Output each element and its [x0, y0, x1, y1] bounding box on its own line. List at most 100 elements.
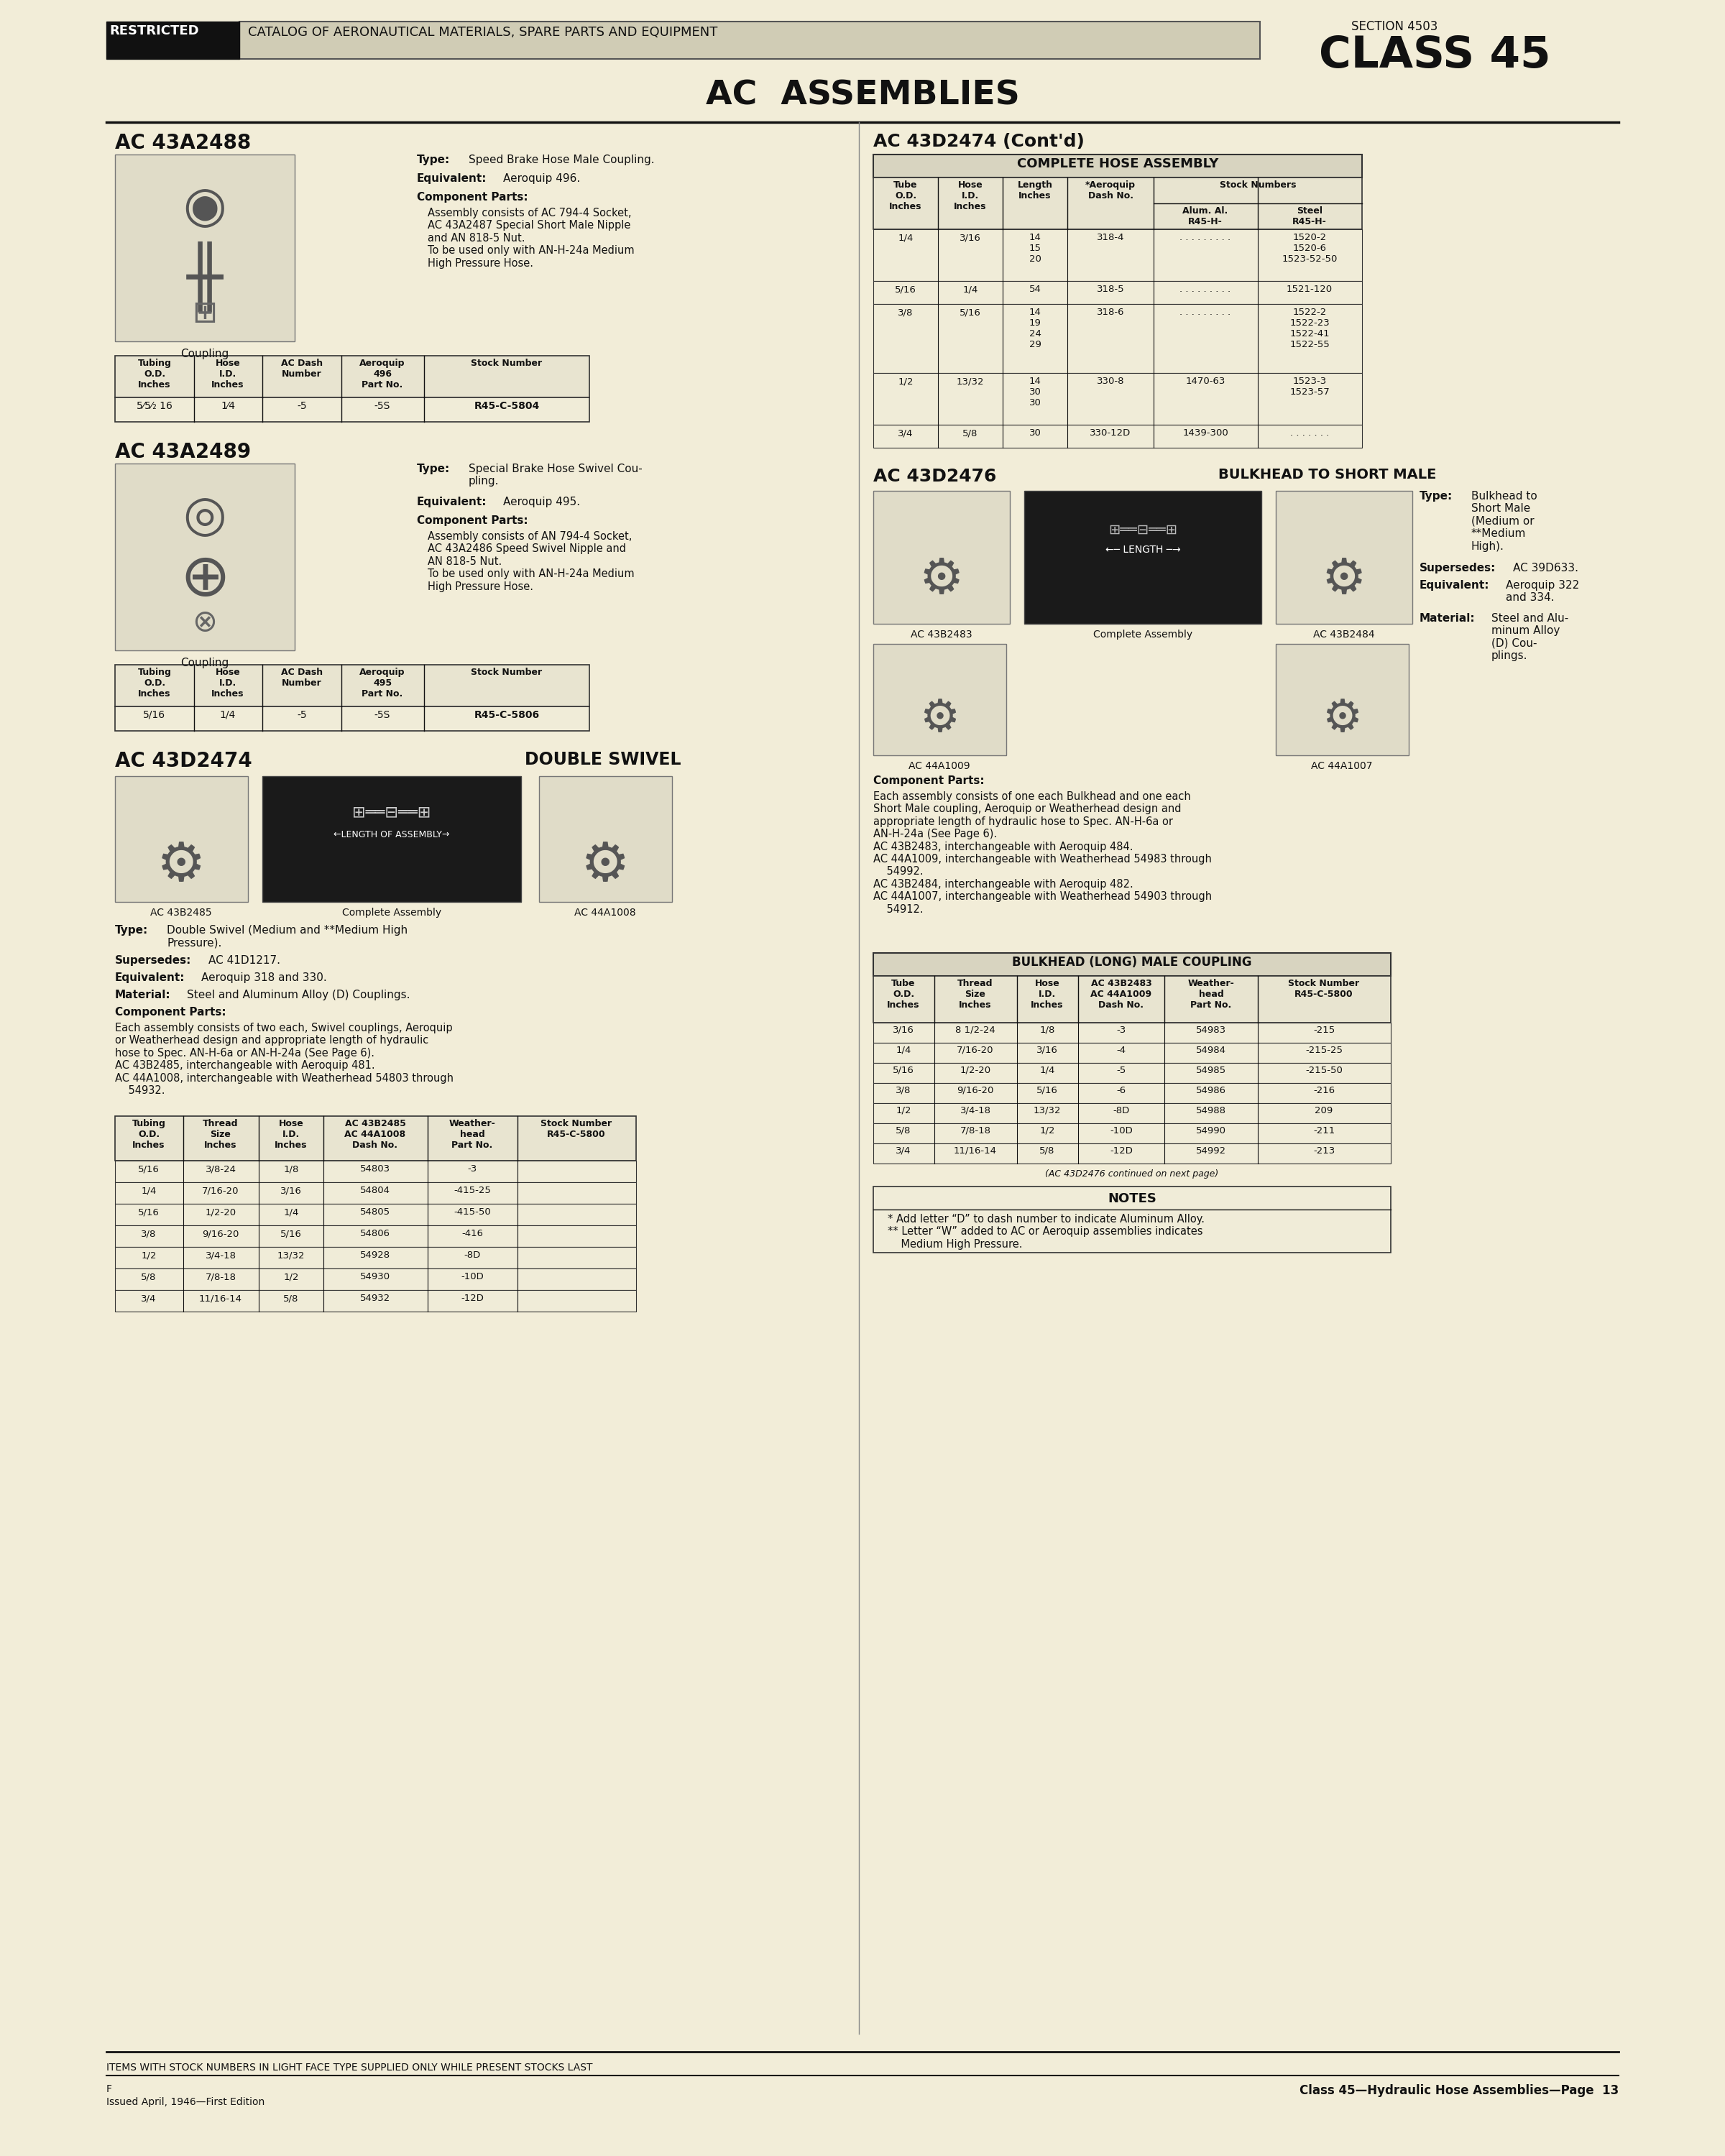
- Text: Each assembly consists of one each Bulkhead and one each
Short Male coupling, Ae: Each assembly consists of one each Bulkh…: [873, 791, 1213, 914]
- Text: 14
30
30: 14 30 30: [1028, 377, 1042, 407]
- Text: 54988: 54988: [1195, 1106, 1226, 1115]
- Bar: [262, 776, 521, 901]
- Bar: [873, 977, 1390, 1022]
- Text: Component Parts:: Component Parts:: [116, 1007, 226, 1018]
- Text: -5S: -5S: [374, 709, 390, 720]
- Text: 5/8: 5/8: [895, 1125, 911, 1136]
- Text: ⚙: ⚙: [1321, 556, 1366, 604]
- Text: 5/16: 5/16: [894, 1065, 914, 1076]
- Text: 54992: 54992: [1195, 1147, 1226, 1156]
- Text: 318-4: 318-4: [1097, 233, 1125, 241]
- Bar: [873, 155, 1363, 177]
- Text: 1470-63: 1470-63: [1185, 377, 1225, 386]
- Bar: [873, 304, 1363, 373]
- Text: ⚙: ⚙: [919, 556, 964, 604]
- Text: 54804: 54804: [361, 1186, 390, 1194]
- Text: ◉: ◉: [183, 183, 226, 231]
- Text: 13/32: 13/32: [278, 1250, 305, 1259]
- Text: Aeroquip 495.: Aeroquip 495.: [504, 496, 580, 507]
- Text: -12D: -12D: [1109, 1147, 1133, 1156]
- Text: Tubing
O.D.
Inches: Tubing O.D. Inches: [138, 358, 171, 390]
- Text: -5: -5: [297, 709, 307, 720]
- Text: Weather-
head
Part No.: Weather- head Part No.: [1189, 979, 1235, 1009]
- Text: Speed Brake Hose Male Coupling.: Speed Brake Hose Male Coupling.: [469, 155, 654, 166]
- Text: AC Dash
Number: AC Dash Number: [281, 668, 323, 688]
- Text: ITEMS WITH STOCK NUMBERS IN LIGHT FACE TYPE SUPPLIED ONLY WHILE PRESENT STOCKS L: ITEMS WITH STOCK NUMBERS IN LIGHT FACE T…: [107, 2063, 593, 2072]
- Text: 7/8-18: 7/8-18: [959, 1125, 990, 1136]
- Text: Tube
O.D.
Inches: Tube O.D. Inches: [887, 979, 919, 1009]
- Text: 3/8: 3/8: [899, 308, 913, 317]
- Text: AC 43A2488: AC 43A2488: [116, 134, 252, 153]
- Text: Component Parts:: Component Parts:: [873, 776, 985, 787]
- Text: 1/4: 1/4: [963, 285, 978, 293]
- Text: CLASS 45: CLASS 45: [1320, 34, 1551, 78]
- Text: 5/16: 5/16: [959, 308, 982, 317]
- Text: Aeroquip 318 and 330.: Aeroquip 318 and 330.: [202, 972, 326, 983]
- Text: 5/8: 5/8: [283, 1294, 298, 1302]
- Text: -5: -5: [1116, 1065, 1126, 1076]
- Text: . . . . . . . . .: . . . . . . . . .: [1180, 285, 1232, 293]
- Text: 1/8: 1/8: [283, 1164, 298, 1173]
- Bar: [873, 953, 1390, 977]
- Text: Component Parts:: Component Parts:: [417, 515, 528, 526]
- Text: ⊞══⊟══⊞: ⊞══⊟══⊞: [352, 804, 431, 819]
- Bar: [873, 492, 1009, 623]
- Text: AC 43B2483
AC 44A1009
Dash No.: AC 43B2483 AC 44A1009 Dash No.: [1090, 979, 1152, 1009]
- Text: 5/16: 5/16: [281, 1229, 302, 1238]
- Text: ⊞══⊟══⊞: ⊞══⊟══⊞: [1107, 524, 1178, 537]
- Text: 3/16: 3/16: [959, 233, 982, 241]
- Bar: [873, 373, 1363, 425]
- Text: 54983: 54983: [1195, 1026, 1226, 1035]
- Text: -215-25: -215-25: [1306, 1046, 1342, 1054]
- Text: 5/8: 5/8: [963, 429, 978, 438]
- Text: 1523-3
1523-57: 1523-3 1523-57: [1290, 377, 1330, 397]
- Bar: [873, 229, 1363, 280]
- Text: -12D: -12D: [461, 1294, 483, 1302]
- Text: ◎: ◎: [183, 492, 226, 541]
- Text: AC  ASSEMBLIES: AC ASSEMBLIES: [706, 80, 1019, 112]
- Text: 1/2: 1/2: [1040, 1125, 1056, 1136]
- Text: Aeroquip 496.: Aeroquip 496.: [504, 172, 580, 183]
- Text: 54805: 54805: [361, 1207, 390, 1216]
- Bar: [116, 1181, 637, 1203]
- Bar: [116, 707, 590, 731]
- Text: Each assembly consists of two each, Swivel couplings, Aeroquip
or Weatherhead de: Each assembly consists of two each, Swiv…: [116, 1022, 454, 1095]
- Text: 3/16: 3/16: [1037, 1046, 1057, 1054]
- Text: Class 45—Hydraulic Hose Assemblies—Page  13: Class 45—Hydraulic Hose Assemblies—Page …: [1299, 2085, 1618, 2098]
- Text: . . . . . . .: . . . . . . .: [1290, 429, 1328, 438]
- Bar: [116, 155, 295, 341]
- Bar: [873, 1022, 1390, 1044]
- Text: AC 43D2474: AC 43D2474: [116, 750, 252, 772]
- Text: 54985: 54985: [1195, 1065, 1226, 1076]
- Text: *Aeroquip
Dash No.: *Aeroquip Dash No.: [1085, 181, 1135, 201]
- Text: 1/4: 1/4: [141, 1186, 157, 1194]
- Text: NOTES: NOTES: [1107, 1192, 1156, 1205]
- Text: 1/4: 1/4: [283, 1207, 298, 1216]
- Text: 1520-2
1520-6
1523-52-50: 1520-2 1520-6 1523-52-50: [1282, 233, 1337, 263]
- Bar: [116, 464, 295, 651]
- Text: -415-50: -415-50: [454, 1207, 492, 1216]
- Text: -3: -3: [1116, 1026, 1126, 1035]
- Text: . . . . . . . . .: . . . . . . . . .: [1180, 233, 1232, 241]
- Text: BULKHEAD TO SHORT MALE: BULKHEAD TO SHORT MALE: [1218, 468, 1437, 481]
- Text: 7/16-20: 7/16-20: [957, 1046, 994, 1054]
- Text: DOUBLE SWIVEL: DOUBLE SWIVEL: [524, 750, 681, 768]
- Text: AC 43D2474 (Cont'd): AC 43D2474 (Cont'd): [873, 134, 1085, 151]
- Bar: [873, 280, 1363, 304]
- Text: 5⁄5⁄₂ 16: 5⁄5⁄₂ 16: [136, 401, 172, 412]
- Text: 3/16: 3/16: [281, 1186, 302, 1194]
- Text: Equivalent:: Equivalent:: [1420, 580, 1490, 591]
- Text: . . . . . . . . .: . . . . . . . . .: [1180, 308, 1232, 317]
- Text: Type:: Type:: [417, 464, 450, 474]
- Text: 330-8: 330-8: [1097, 377, 1125, 386]
- Text: 54803: 54803: [361, 1164, 390, 1173]
- Bar: [873, 1186, 1390, 1253]
- Text: 54984: 54984: [1195, 1046, 1226, 1054]
- Text: -4: -4: [1116, 1046, 1126, 1054]
- Text: 9/16-20: 9/16-20: [202, 1229, 240, 1238]
- Text: 1/4: 1/4: [899, 233, 913, 241]
- Text: Steel
R45-H-: Steel R45-H-: [1292, 207, 1327, 226]
- Text: Assembly consists of AN 794-4 Socket,
AC 43A2486 Speed Swivel Nipple and
AN 818-: Assembly consists of AN 794-4 Socket, AC…: [428, 530, 635, 593]
- Bar: [116, 1160, 637, 1181]
- Text: Aeroquip 322
and 334.: Aeroquip 322 and 334.: [1506, 580, 1580, 604]
